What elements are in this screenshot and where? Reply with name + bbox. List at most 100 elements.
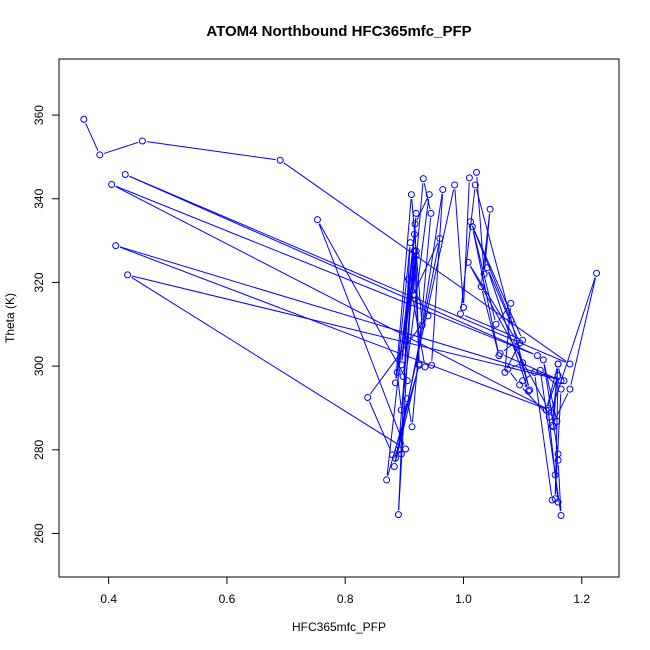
data-point <box>553 417 561 425</box>
data-point <box>393 368 401 376</box>
data-point <box>516 381 524 389</box>
data-point <box>542 406 550 414</box>
data-point <box>407 191 415 199</box>
data-point <box>557 385 565 393</box>
data-point <box>467 218 475 226</box>
series-line-segment <box>431 194 443 361</box>
chart-title: ATOM4 Northbound HFC365mfc_PFP <box>206 23 471 40</box>
data-point <box>551 495 559 503</box>
data-point <box>554 456 562 464</box>
data-point <box>459 304 467 312</box>
data-point <box>471 181 479 189</box>
data-point <box>112 242 120 250</box>
data-point <box>539 356 547 364</box>
data-point <box>486 205 494 213</box>
data-point <box>404 275 412 283</box>
data-point <box>96 151 104 159</box>
series-line-segment <box>524 384 527 388</box>
data-point <box>394 511 402 519</box>
series-line-segment <box>369 319 426 395</box>
series-line-segment <box>283 162 567 362</box>
data-point <box>412 252 420 260</box>
data-point <box>483 264 491 272</box>
series-line-segment <box>386 238 415 476</box>
series-line-segment <box>422 193 443 321</box>
data-point <box>419 175 427 183</box>
series-line-segment <box>504 354 558 380</box>
data-point <box>554 360 562 368</box>
data-point <box>533 352 541 360</box>
series-line-segment <box>540 374 561 512</box>
y-tick-label: 280 <box>32 439 46 459</box>
data-point <box>406 239 414 247</box>
series-line-segment <box>407 403 412 423</box>
series-line-segment <box>103 141 139 154</box>
data-point <box>425 191 433 199</box>
data-point <box>492 320 500 328</box>
data-point <box>566 385 574 393</box>
y-tick-label: 340 <box>32 188 46 208</box>
data-point <box>566 360 574 368</box>
series-line-segment <box>463 182 470 304</box>
data-point <box>391 454 399 462</box>
data-point <box>401 337 409 345</box>
data-point <box>418 321 426 329</box>
series-line-segment <box>552 368 559 422</box>
series-line-segment <box>411 217 432 423</box>
data-point <box>397 361 405 369</box>
data-point <box>124 271 132 279</box>
data-point <box>364 393 372 401</box>
series-line-segment <box>488 271 528 388</box>
data-point <box>121 170 129 178</box>
data-point <box>313 216 321 224</box>
series-line-segment <box>115 186 546 409</box>
data-point <box>472 168 480 176</box>
y-tick-label: 300 <box>32 356 46 376</box>
data-point <box>480 270 488 278</box>
data-point <box>507 316 515 324</box>
series-line-segment <box>460 189 476 310</box>
data-point <box>464 258 472 266</box>
x-axis-label: HFC365mfc_PFP <box>292 620 386 634</box>
y-tick-label: 260 <box>32 523 46 543</box>
series-line-segment <box>414 242 439 292</box>
data-point <box>383 476 391 484</box>
series-line-segment <box>534 376 553 496</box>
series-line-segment <box>131 275 560 381</box>
data-point <box>504 365 512 373</box>
data-point <box>108 181 116 189</box>
series-line-segment <box>510 372 518 382</box>
y-tick-label: 320 <box>32 272 46 292</box>
series-line-segment <box>397 247 411 368</box>
series-line-segment <box>471 225 510 317</box>
data-point <box>560 377 568 385</box>
data-point <box>477 283 485 291</box>
series-line-segment <box>414 255 420 361</box>
series-line-segment <box>398 283 409 511</box>
series-line-segment <box>416 198 428 221</box>
data-point <box>513 343 521 351</box>
series-line-segment <box>395 189 455 454</box>
data-point <box>544 404 552 412</box>
y-axis: 260 280 300 320 340 360 <box>32 105 60 544</box>
x-tick-label: 0.4 <box>100 592 117 606</box>
series-line-segment <box>522 387 547 415</box>
x-axis: 0.4 0.6 0.8 1.0 1.2 <box>100 576 590 606</box>
series-line-segment <box>395 199 412 379</box>
series-line-segment <box>115 185 534 355</box>
data-point <box>436 235 444 243</box>
data-point <box>410 247 418 255</box>
data-point <box>525 387 533 395</box>
data-point <box>407 287 415 295</box>
series-line-segment <box>547 379 558 406</box>
data-point <box>549 423 557 431</box>
data-point <box>402 445 410 453</box>
series-line-segment <box>319 223 406 378</box>
data-point <box>80 115 88 123</box>
series-line-segment <box>318 223 405 445</box>
series-line-segment <box>557 464 562 512</box>
series-line-segment <box>85 123 99 151</box>
x-tick-label: 1.0 <box>455 592 472 606</box>
series-line-segment <box>504 307 511 368</box>
